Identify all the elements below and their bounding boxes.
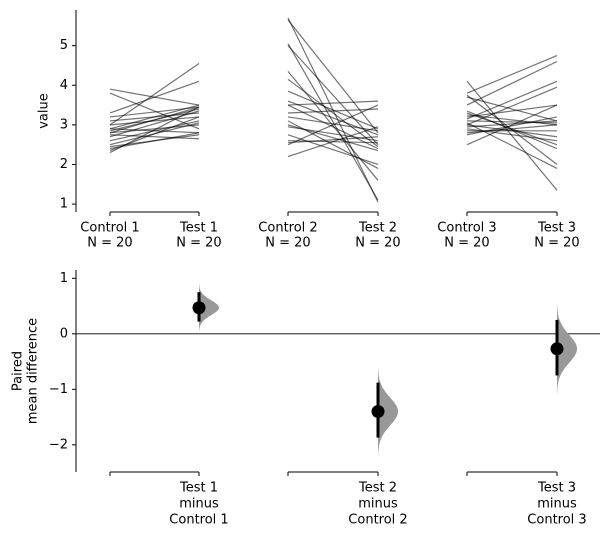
paired-line bbox=[466, 104, 558, 118]
bootstrap-distribution bbox=[378, 366, 398, 457]
paired-line bbox=[466, 54, 558, 94]
paired-line bbox=[466, 116, 558, 136]
paired-line bbox=[287, 136, 379, 144]
y-tick-label: −2 bbox=[49, 437, 68, 452]
x-tick-label: Test 1 bbox=[179, 221, 218, 236]
x-tick-label: Control 2 bbox=[348, 513, 407, 528]
x-tick-label: minus bbox=[179, 497, 219, 512]
y-tick-label: 4 bbox=[60, 78, 68, 93]
x-tick-label: Test 2 bbox=[358, 221, 397, 236]
paired-line bbox=[109, 62, 200, 126]
paired-line bbox=[109, 116, 200, 126]
x-tick-sublabel: N = 20 bbox=[444, 236, 489, 251]
x-tick-label: Control 2 bbox=[258, 221, 317, 236]
paired-line bbox=[109, 104, 200, 130]
x-tick-label: Control 1 bbox=[169, 513, 228, 528]
paired-line bbox=[287, 104, 379, 146]
y-tick-label: −1 bbox=[49, 382, 68, 397]
x-tick-label: Control 3 bbox=[437, 221, 496, 236]
paired-line bbox=[287, 78, 379, 148]
paired-line bbox=[287, 126, 379, 158]
y-tick-label: 2 bbox=[60, 157, 68, 172]
x-tick-label: Test 2 bbox=[358, 481, 397, 496]
paired-line bbox=[287, 108, 379, 114]
mean-difference bbox=[192, 301, 206, 315]
paired-line bbox=[287, 71, 379, 181]
x-tick-sublabel: N = 20 bbox=[265, 236, 310, 251]
paired-line bbox=[466, 60, 558, 106]
paired-line bbox=[466, 104, 558, 146]
paired-line bbox=[287, 124, 379, 152]
paired-line bbox=[109, 80, 200, 114]
y-axis-label: mean difference bbox=[26, 318, 41, 424]
x-tick-label: Control 1 bbox=[80, 221, 139, 236]
y-tick-label: 1 bbox=[60, 271, 68, 286]
paired-line bbox=[287, 43, 379, 201]
paired-line bbox=[287, 100, 379, 106]
x-tick-label: Test 1 bbox=[179, 481, 218, 496]
x-tick-sublabel: N = 20 bbox=[355, 236, 400, 251]
y-tick-label: 0 bbox=[60, 326, 68, 341]
paired-line bbox=[109, 120, 200, 142]
x-tick-label: Test 3 bbox=[537, 481, 576, 496]
x-tick-sublabel: N = 20 bbox=[534, 236, 579, 251]
y-axis-label: value bbox=[37, 93, 52, 129]
y-tick-label: 5 bbox=[60, 38, 68, 53]
x-tick-label: minus bbox=[358, 497, 398, 512]
x-tick-label: Control 3 bbox=[527, 513, 586, 528]
bootstrap-distribution bbox=[199, 283, 219, 332]
x-tick-label: minus bbox=[537, 497, 577, 512]
x-tick-sublabel: N = 20 bbox=[87, 236, 132, 251]
paired-line bbox=[466, 114, 558, 126]
paired-line bbox=[109, 134, 200, 140]
paired-line bbox=[466, 86, 558, 126]
paired-line bbox=[466, 80, 558, 120]
paired-line bbox=[109, 106, 200, 134]
mean-difference bbox=[550, 342, 564, 356]
y-tick-label: 3 bbox=[60, 117, 68, 132]
paired-line bbox=[287, 120, 379, 169]
paired-line bbox=[466, 96, 558, 122]
paired-line bbox=[287, 116, 379, 132]
paired-line bbox=[466, 120, 558, 124]
paired-line bbox=[109, 132, 200, 150]
paired-line bbox=[287, 19, 379, 134]
x-tick-sublabel: N = 20 bbox=[176, 236, 221, 251]
y-axis-label: Paired bbox=[11, 351, 26, 391]
paired-line bbox=[109, 106, 200, 154]
bootstrap-distribution bbox=[557, 303, 577, 395]
y-tick-label: 1 bbox=[60, 197, 68, 212]
paired-line bbox=[466, 80, 558, 191]
paired-line bbox=[466, 120, 558, 128]
paired-line bbox=[287, 100, 379, 136]
paired-line bbox=[287, 134, 379, 166]
mean-difference bbox=[371, 405, 385, 419]
paired-line bbox=[287, 90, 379, 130]
paired-line bbox=[466, 110, 558, 150]
x-tick-label: Test 3 bbox=[537, 221, 576, 236]
